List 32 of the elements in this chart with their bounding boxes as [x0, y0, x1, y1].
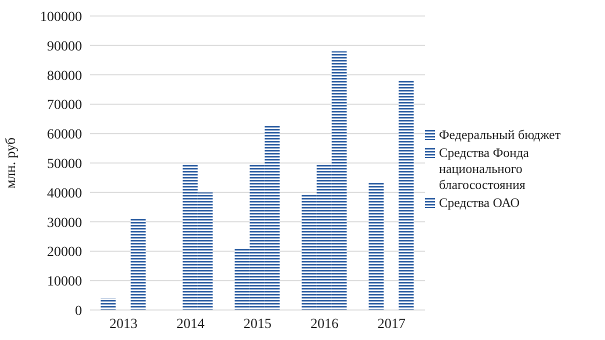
y-tick-label: 30000	[47, 216, 82, 231]
bar	[198, 192, 213, 310]
bar	[250, 164, 265, 310]
legend-label: Федеральный бюджет	[439, 127, 560, 143]
y-tick-label: 60000	[47, 128, 82, 143]
x-tick-label: 2014	[176, 316, 204, 332]
x-tick-label: 2017	[378, 316, 406, 332]
legend-label: Средства Фонда национального благосостояния	[439, 145, 530, 193]
bar	[234, 248, 250, 310]
y-tick-label: 90000	[47, 39, 82, 54]
y-tick-label: 70000	[47, 98, 82, 114]
x-tick-label: 2016	[310, 316, 338, 332]
bar	[264, 124, 280, 310]
bar	[332, 51, 347, 310]
y-tick-label: 40000	[47, 186, 82, 202]
y-tick-label: 100000	[40, 10, 82, 25]
y-tick-label: 0	[75, 304, 82, 319]
y-tick-label: 80000	[47, 68, 82, 84]
bar	[368, 182, 384, 310]
x-tick-label: 2013	[110, 316, 138, 332]
y-tick-label: 10000	[47, 274, 82, 290]
bar	[100, 298, 116, 310]
bar	[182, 164, 198, 310]
bar	[302, 194, 317, 310]
bar	[398, 80, 414, 310]
y-tick-label: 20000	[47, 245, 82, 260]
bar	[316, 164, 332, 310]
y-axis-title: млн. руб	[4, 137, 19, 189]
bar	[130, 218, 146, 310]
x-tick-label: 2015	[244, 316, 272, 332]
y-tick-label: 50000	[47, 156, 82, 172]
legend-label: Средства ОАО	[439, 195, 520, 211]
